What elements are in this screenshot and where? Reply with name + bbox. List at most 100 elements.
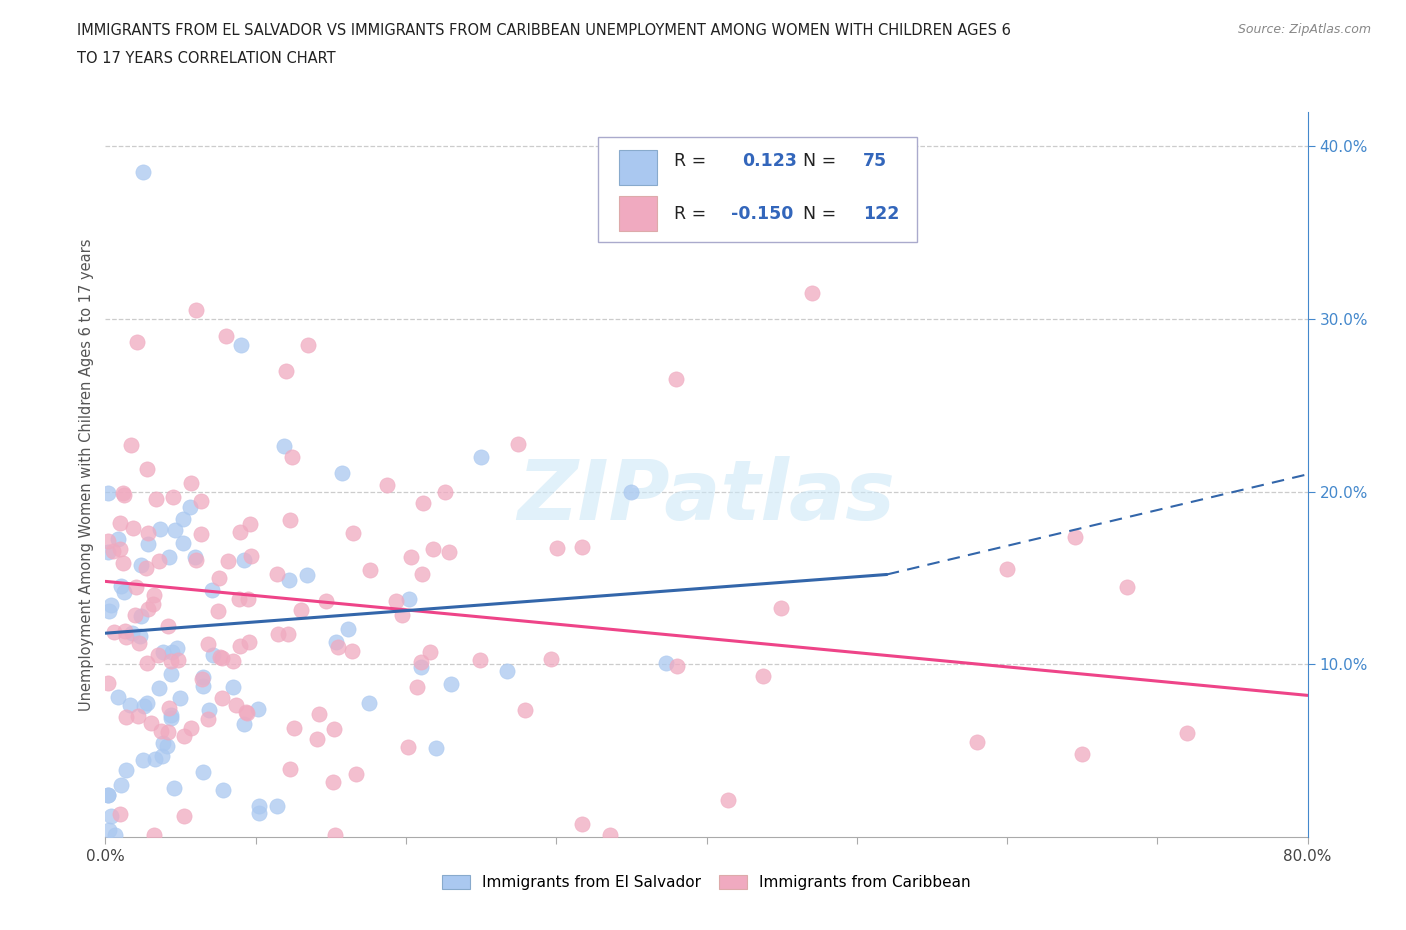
Point	[160, 667, 183, 682]
Point	[173, 728, 195, 743]
Point	[162, 489, 184, 504]
Point	[173, 809, 195, 824]
Point	[800, 286, 823, 300]
Point	[654, 656, 676, 671]
Point	[157, 550, 180, 565]
Point	[125, 335, 148, 350]
Point	[966, 735, 988, 750]
Point	[159, 700, 181, 715]
Point	[422, 542, 444, 557]
Point	[278, 762, 301, 777]
Point	[134, 699, 156, 714]
Point	[139, 716, 162, 731]
Point	[100, 808, 122, 823]
Point	[385, 593, 408, 608]
FancyBboxPatch shape	[599, 137, 917, 242]
Point	[280, 512, 302, 527]
Point	[211, 650, 233, 665]
Point	[391, 607, 413, 622]
Point	[156, 724, 179, 739]
Point	[120, 438, 142, 453]
Point	[100, 597, 122, 612]
Point	[419, 644, 441, 659]
Point	[110, 807, 132, 822]
Point	[508, 436, 530, 451]
Point	[1063, 529, 1085, 544]
Point	[1177, 726, 1199, 741]
Point	[225, 698, 247, 712]
Point	[238, 634, 260, 649]
Point	[136, 696, 159, 711]
Point	[142, 587, 165, 602]
Point	[337, 621, 360, 636]
Point	[129, 609, 152, 624]
Point	[273, 439, 295, 454]
Point	[197, 636, 219, 651]
Point	[148, 681, 170, 696]
Point	[169, 690, 191, 705]
Point	[240, 549, 263, 564]
Point	[266, 627, 288, 642]
Point	[97, 485, 120, 500]
Point	[101, 544, 124, 559]
Point	[411, 566, 433, 581]
Point	[132, 165, 155, 179]
Text: 122: 122	[863, 205, 900, 223]
Point	[295, 567, 318, 582]
Text: N =: N =	[803, 153, 837, 170]
Point	[411, 655, 433, 670]
Point	[97, 533, 120, 548]
Point	[412, 495, 434, 510]
Point	[112, 485, 135, 500]
Point	[165, 523, 187, 538]
Point	[148, 553, 170, 568]
Point	[222, 680, 245, 695]
Point	[665, 372, 688, 387]
Point	[599, 828, 621, 843]
Point	[190, 526, 212, 541]
Point	[211, 690, 233, 705]
Point	[202, 647, 225, 662]
Point	[156, 738, 179, 753]
Point	[124, 607, 146, 622]
Text: -0.150: -0.150	[731, 205, 793, 223]
Point	[143, 751, 166, 766]
Point	[104, 828, 127, 843]
Point	[191, 678, 214, 693]
Point	[108, 515, 131, 530]
Point	[160, 711, 183, 725]
Point	[118, 698, 141, 712]
Point	[149, 522, 172, 537]
Point	[266, 566, 288, 581]
Point	[190, 493, 212, 508]
Point	[128, 629, 150, 644]
Point	[150, 749, 173, 764]
Point	[184, 303, 207, 318]
Point	[229, 338, 252, 352]
Point	[326, 639, 349, 654]
Point	[207, 604, 229, 618]
Point	[127, 709, 149, 724]
Text: Source: ZipAtlas.com: Source: ZipAtlas.com	[1237, 23, 1371, 36]
Point	[115, 763, 138, 777]
Point	[121, 626, 143, 641]
Point	[138, 602, 160, 617]
Point	[283, 721, 305, 736]
Point	[97, 676, 120, 691]
Point	[546, 540, 568, 555]
Point	[281, 449, 304, 464]
Point	[360, 563, 382, 578]
Text: R =: R =	[673, 153, 706, 170]
Point	[440, 676, 463, 691]
Point	[167, 652, 190, 667]
Point	[396, 739, 419, 754]
Point	[323, 722, 346, 737]
Legend: Immigrants from El Salvador, Immigrants from Caribbean: Immigrants from El Salvador, Immigrants …	[437, 870, 976, 895]
Point	[217, 553, 239, 568]
Point	[208, 570, 231, 585]
Point	[233, 552, 256, 567]
Text: TO 17 YEARS CORRELATION CHART: TO 17 YEARS CORRELATION CHART	[77, 51, 336, 66]
Point	[399, 550, 422, 565]
Point	[233, 716, 256, 731]
Point	[246, 701, 269, 716]
